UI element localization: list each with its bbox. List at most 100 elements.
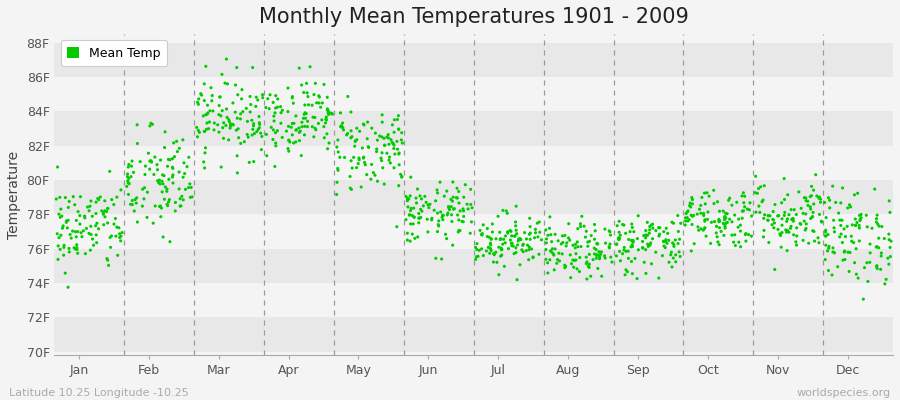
Point	[152, 203, 166, 210]
Point	[779, 218, 794, 224]
Point	[573, 221, 588, 227]
Point	[732, 239, 746, 245]
Bar	[55, 249, 893, 283]
Point	[685, 213, 699, 220]
Point	[349, 125, 364, 132]
Point	[685, 201, 699, 207]
Point	[863, 241, 878, 247]
Point	[55, 213, 69, 219]
Point	[298, 123, 312, 130]
Point	[176, 137, 190, 143]
Point	[364, 125, 379, 131]
Point	[403, 207, 418, 214]
Point	[345, 165, 359, 171]
Point	[356, 121, 371, 127]
Point	[672, 236, 687, 242]
Point	[150, 178, 165, 184]
Point	[470, 240, 484, 247]
Point	[407, 214, 421, 220]
Point	[249, 94, 264, 100]
Point	[212, 94, 227, 100]
Point	[679, 218, 693, 224]
Point	[643, 242, 657, 248]
Point	[720, 210, 734, 217]
Point	[374, 155, 388, 161]
Point	[168, 199, 183, 206]
Point	[499, 233, 513, 239]
Point	[228, 109, 242, 115]
Point	[321, 109, 336, 116]
Point	[691, 227, 706, 234]
Point	[281, 85, 295, 91]
Point	[135, 186, 149, 192]
Point	[610, 222, 625, 229]
Point	[382, 154, 397, 160]
Point	[455, 206, 470, 212]
Point	[267, 118, 282, 124]
Point	[230, 153, 244, 159]
Point	[525, 246, 539, 252]
Point	[158, 184, 173, 190]
Point	[214, 164, 229, 170]
Point	[668, 237, 682, 243]
Point	[618, 272, 633, 278]
Point	[826, 217, 841, 224]
Point	[513, 262, 527, 268]
Bar	[55, 283, 893, 317]
Point	[491, 244, 506, 250]
Point	[96, 211, 111, 218]
Point	[618, 230, 633, 236]
Point	[666, 255, 680, 261]
Point	[254, 146, 268, 153]
Point	[86, 236, 100, 242]
Point	[381, 131, 395, 138]
Point	[530, 220, 544, 226]
Point	[854, 211, 868, 218]
Point	[498, 240, 512, 246]
Point	[834, 231, 849, 237]
Point	[709, 230, 724, 236]
Point	[580, 243, 595, 250]
Point	[176, 197, 191, 203]
Point	[868, 186, 882, 192]
Point	[153, 157, 167, 163]
Bar	[55, 111, 893, 146]
Point	[266, 113, 281, 119]
Point	[298, 102, 312, 108]
Point	[437, 193, 452, 199]
Point	[84, 198, 98, 204]
Point	[508, 249, 523, 256]
Point	[697, 210, 711, 216]
Point	[149, 162, 164, 168]
Point	[193, 129, 207, 136]
Point	[113, 238, 128, 244]
Point	[391, 116, 405, 123]
Point	[453, 227, 467, 234]
Point	[249, 128, 264, 135]
Point	[727, 232, 742, 238]
Point	[539, 246, 554, 253]
Point	[166, 156, 180, 162]
Point	[307, 91, 321, 98]
Point	[736, 208, 751, 214]
Point	[785, 216, 799, 223]
Point	[410, 186, 425, 192]
Point	[659, 225, 673, 232]
Point	[583, 273, 598, 280]
Point	[268, 140, 283, 146]
Point	[138, 171, 152, 178]
Point	[846, 240, 860, 246]
Point	[412, 215, 427, 222]
Point	[274, 110, 288, 116]
Point	[508, 233, 522, 239]
Point	[197, 128, 211, 134]
Point	[92, 226, 106, 232]
Point	[109, 233, 123, 239]
Point	[145, 121, 159, 128]
Point	[392, 151, 406, 157]
Point	[436, 212, 451, 218]
Point	[407, 205, 421, 211]
Point	[806, 201, 821, 207]
Point	[166, 172, 180, 178]
Point	[609, 253, 624, 259]
